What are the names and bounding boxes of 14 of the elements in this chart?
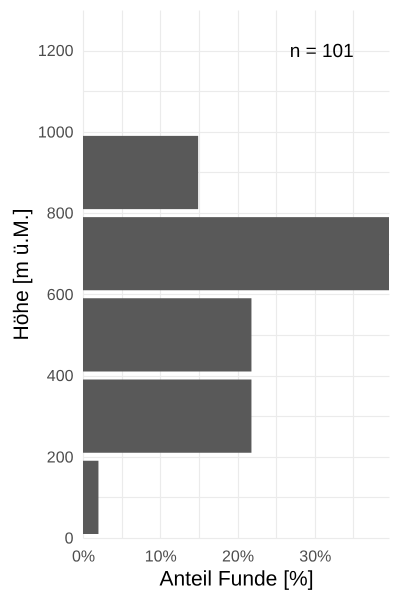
y-tick-label: 0 [64,530,74,548]
x-axis-title: Anteil Funde [%] [159,568,314,590]
y-tick-label: 1200 [38,43,74,60]
x-tick-label: 20% [222,548,254,566]
y-tick-label: 600 [46,286,74,304]
y-tick-label: 800 [46,206,74,223]
x-tick-label: 10% [144,548,177,566]
annotation: n = 101 [290,41,354,62]
x-tick-label: 30% [299,548,332,566]
x-tick-label: 0% [72,548,96,566]
y-tick-label: 400 [46,368,74,386]
y-tick-label: 200 [46,449,74,466]
y-tick-label: 1000 [38,124,74,142]
y-axis-title: Höhe [m ü.M.] [10,208,33,340]
